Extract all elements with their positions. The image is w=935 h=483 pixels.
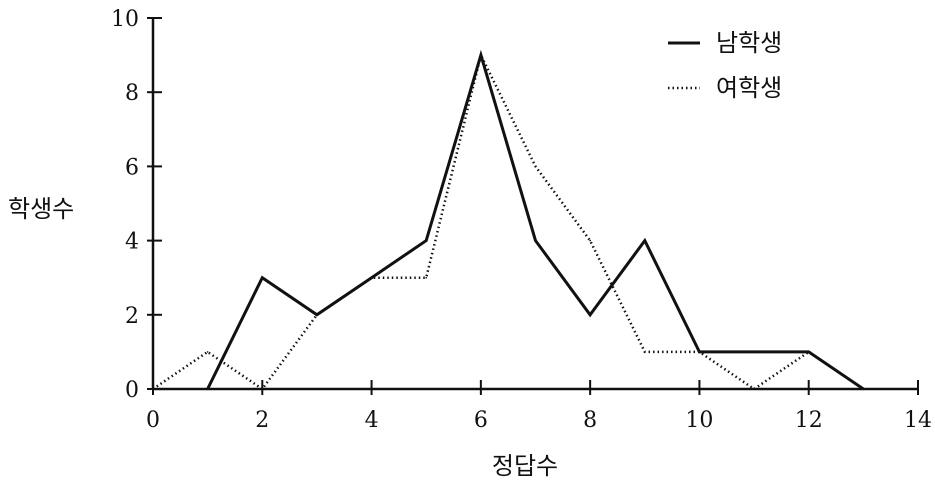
- data-point-series-2: [643, 351, 646, 353]
- y-tick-label: 10: [111, 7, 139, 32]
- y-tick-label: 8: [125, 81, 139, 106]
- data-point-series-2: [589, 239, 591, 242]
- y-tick-label: 4: [125, 230, 139, 255]
- y-tick-label: 0: [125, 378, 139, 403]
- legend-label-series-2: 여학생: [716, 74, 782, 102]
- x-tick-label: 0: [146, 408, 160, 433]
- y-tick-label: 6: [125, 155, 139, 180]
- data-point-series-2: [206, 351, 209, 353]
- data-point-series-2: [534, 165, 537, 168]
- data-point-series-1: [753, 351, 755, 353]
- axis-ticks: 0 2 4 6 8 10 0 2 4 6 8 10 12 14: [111, 7, 932, 433]
- x-tick-label: 2: [255, 408, 269, 433]
- data-point-series-1: [534, 239, 537, 242]
- x-tick-label: 12: [795, 408, 823, 433]
- x-axis-title: 정답수: [492, 452, 558, 480]
- data-point-series-1: [862, 388, 865, 390]
- data-point-series-1: [589, 314, 591, 316]
- data-point-series-2: [316, 314, 318, 316]
- data-point-series-2: [480, 54, 482, 56]
- data-point-series-2: [425, 276, 428, 279]
- y-tick-label: 2: [125, 304, 139, 329]
- legend-label-series-1: 남학생: [716, 29, 782, 57]
- y-axis-title: 학생수: [8, 195, 74, 223]
- data-point-series-1: [206, 388, 209, 390]
- data-point-series-2: [698, 351, 701, 353]
- series-line-1: [206, 49, 865, 391]
- x-tick-label: 4: [365, 408, 379, 433]
- x-tick-label: 8: [583, 408, 597, 433]
- x-tick-label: 14: [904, 408, 932, 433]
- data-point-series-2: [261, 388, 264, 390]
- data-point-series-1: [261, 276, 264, 279]
- data-point-series-1: [643, 239, 646, 242]
- axes: [151, 18, 918, 391]
- data-point-series-2: [152, 388, 154, 390]
- x-tick-label: 10: [685, 408, 713, 433]
- legend: 남학생 여학생: [668, 29, 782, 102]
- series-lines: [152, 49, 865, 391]
- data-point-series-2: [753, 388, 755, 390]
- data-point-series-1: [425, 239, 428, 242]
- data-point-series-2: [370, 276, 373, 279]
- x-tick-label: 6: [474, 408, 488, 433]
- series-line-2: [152, 51, 810, 391]
- data-point-series-2: [807, 351, 810, 353]
